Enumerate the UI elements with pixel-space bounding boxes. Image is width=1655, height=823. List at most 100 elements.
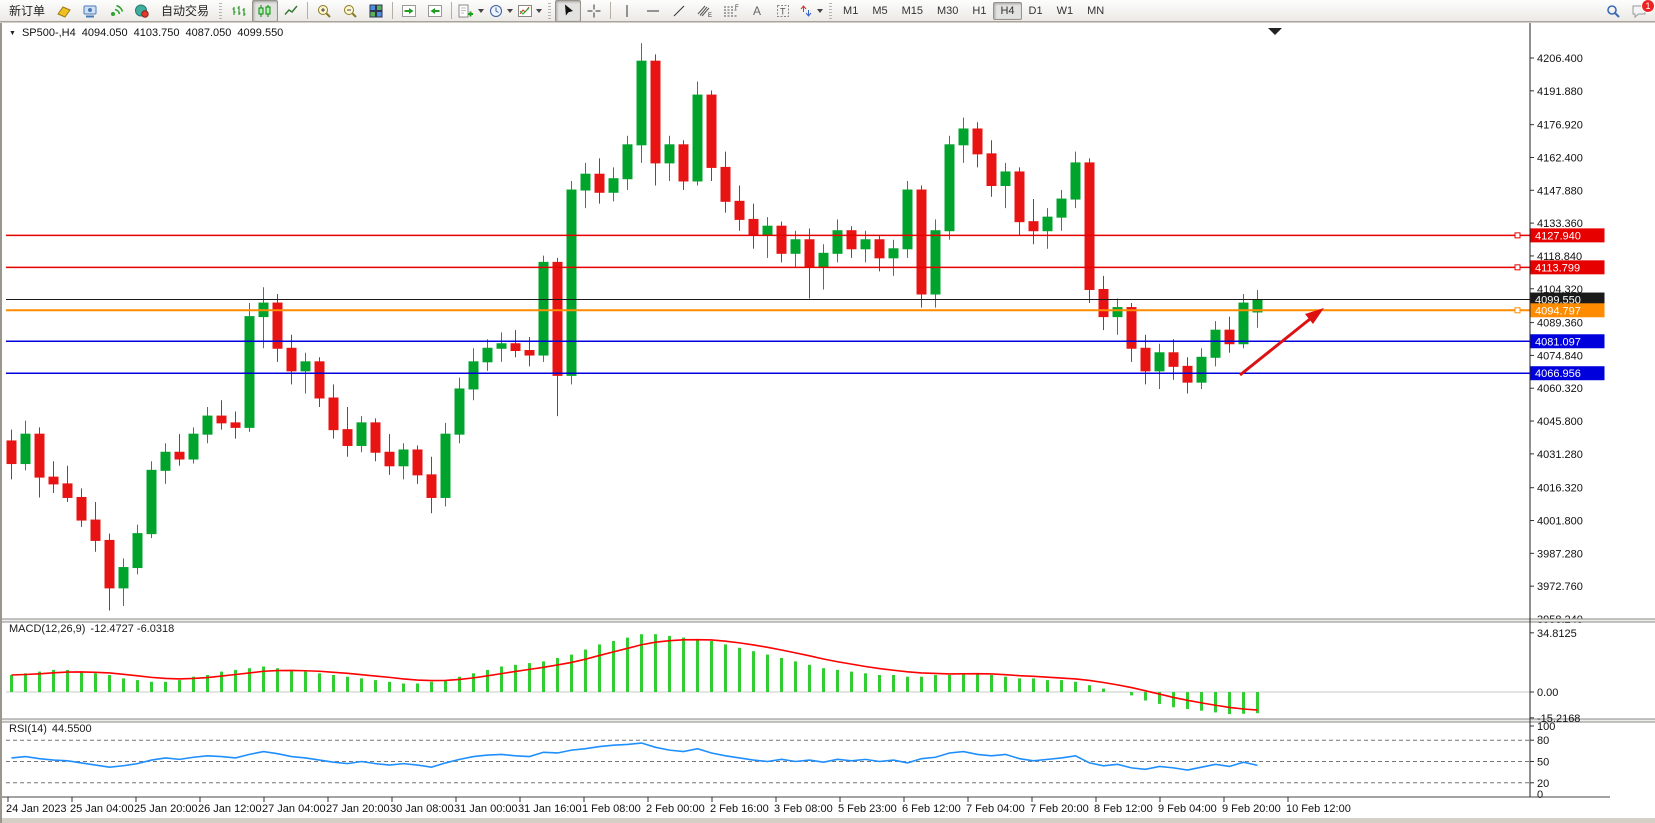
- time-axis-label: 9 Feb 20:00: [1222, 803, 1281, 815]
- candle-body: [104, 539, 115, 589]
- candle: [496, 332, 507, 362]
- new-order-button[interactable]: 新订单: [3, 1, 51, 21]
- auto-trading-label[interactable]: 自动交易: [161, 4, 210, 18]
- candle-body: [1140, 347, 1151, 372]
- candle: [944, 135, 955, 240]
- toolbar-drag-handle[interactable]: [829, 2, 833, 19]
- chart-window: ▼ SP500-,H4 4094.050 4103.750 4087.050 4…: [0, 23, 1655, 823]
- svg-text:F: F: [735, 5, 739, 11]
- macd-signal-line: [11, 638, 1258, 711]
- timeframe-h1[interactable]: H1: [972, 4, 987, 17]
- toolbar-drag-handle[interactable]: [548, 2, 552, 19]
- text-button[interactable]: A: [744, 0, 770, 22]
- candle-body: [370, 422, 381, 453]
- timeframe-m5[interactable]: M5: [872, 4, 888, 17]
- periods-button[interactable]: [486, 0, 515, 22]
- candle: [846, 226, 857, 258]
- chart-shift-button[interactable]: [422, 0, 448, 22]
- signals-icon[interactable]: [103, 0, 129, 22]
- candle-body: [118, 567, 129, 589]
- rsi-name: RSI(14): [9, 723, 47, 735]
- chart-shift-marker[interactable]: [1268, 28, 1282, 35]
- candle-body: [230, 422, 241, 428]
- toolbar-drag-handle[interactable]: [219, 2, 223, 19]
- hline-handle[interactable]: [1514, 264, 1521, 271]
- fibonacci-button[interactable]: F: [718, 0, 744, 22]
- equidistant-channel-button[interactable]: E: [692, 0, 718, 22]
- crosshair-button[interactable]: [581, 0, 607, 22]
- pane-splitter[interactable]: [2, 719, 1655, 722]
- chart-canvas[interactable]: 4127.940 4113.799 4099.550 4094.797 4081.097…: [2, 23, 1655, 823]
- candlestick-chart-button[interactable]: [252, 0, 279, 22]
- zoom-in-button[interactable]: [311, 0, 337, 22]
- price-badge-label: 4094.797: [1535, 305, 1581, 317]
- candle: [832, 219, 843, 263]
- candle: [1084, 158, 1095, 304]
- candle: [384, 434, 395, 475]
- search-icon[interactable]: [1600, 0, 1626, 22]
- ohlc-low: 4087.050: [185, 27, 232, 39]
- candle-body: [1182, 365, 1193, 383]
- hline-handle[interactable]: [1514, 232, 1521, 239]
- timeframe-h4[interactable]: H4: [993, 1, 1022, 20]
- tile-windows-button[interactable]: [363, 0, 389, 22]
- y-axis-tick-label: 4133.360: [1537, 218, 1583, 230]
- candle: [776, 221, 787, 263]
- new-chart-button[interactable]: [455, 0, 486, 22]
- timeframe-mn[interactable]: MN: [1087, 4, 1105, 17]
- auto-trading-icon[interactable]: [129, 0, 155, 22]
- pane-splitter[interactable]: [2, 619, 1655, 622]
- candle-body: [468, 361, 479, 390]
- arrows-button[interactable]: [796, 0, 825, 22]
- candle: [636, 43, 647, 163]
- time-axis-label: 31 Jan 00:00: [454, 803, 518, 815]
- rsi-plot-area[interactable]: [2, 723, 1530, 797]
- auto-scroll-button[interactable]: [396, 0, 422, 22]
- notification-count-badge: 1: [1641, 0, 1655, 13]
- y-axis-tick-label: 4176.920: [1537, 120, 1583, 132]
- candle-body: [1028, 221, 1039, 232]
- price-badge: [1530, 292, 1605, 307]
- text-label-button[interactable]: T: [770, 0, 796, 22]
- y-axis-tick-label: 4104.320: [1537, 284, 1583, 296]
- candle: [1000, 162, 1011, 209]
- candle: [426, 456, 437, 514]
- bar-chart-button[interactable]: [226, 0, 252, 22]
- candle: [510, 330, 521, 358]
- line-chart-button[interactable]: [278, 0, 304, 22]
- trendline-button[interactable]: [666, 0, 692, 22]
- zoom-out-button[interactable]: [337, 0, 363, 22]
- notifications-button[interactable]: 1: [1626, 0, 1655, 22]
- candle-body: [1014, 171, 1025, 223]
- candle-body: [888, 248, 899, 259]
- indicators-button[interactable]: [515, 0, 544, 22]
- price-badge: [1530, 228, 1605, 243]
- hline-handle[interactable]: [1514, 307, 1521, 314]
- candle: [1126, 303, 1137, 362]
- candle-body: [874, 239, 885, 259]
- timeframe-d1[interactable]: D1: [1028, 4, 1043, 17]
- candle-body: [1238, 302, 1249, 345]
- orders-icon[interactable]: [51, 0, 77, 22]
- candle: [230, 411, 241, 439]
- candle: [930, 219, 941, 308]
- timeframe-m1[interactable]: M1: [843, 4, 859, 17]
- price-axis[interactable]: [1530, 23, 1655, 797]
- timeframe-m30[interactable]: M30: [937, 4, 959, 17]
- y-axis-tick-label: 4162.400: [1537, 152, 1583, 164]
- timeframe-w1[interactable]: W1: [1056, 4, 1074, 17]
- vertical-line-button[interactable]: [614, 0, 640, 22]
- candle-body: [566, 189, 577, 376]
- chart-expand-icon[interactable]: ▼: [9, 29, 16, 37]
- cursor-button[interactable]: [555, 0, 582, 22]
- candle-body: [426, 474, 437, 498]
- y-axis-tick-label: 4060.320: [1537, 383, 1583, 395]
- chart-title-bar: ▼ SP500-,H4 4094.050 4103.750 4087.050 4…: [9, 27, 283, 39]
- timeframe-m15[interactable]: M15: [901, 4, 923, 17]
- terminal-icon[interactable]: [77, 0, 103, 22]
- trend-arrow-annotation[interactable]: [1239, 308, 1324, 377]
- candle-body: [720, 166, 731, 202]
- candle-body: [76, 496, 87, 521]
- horizontal-line-button[interactable]: [640, 0, 666, 22]
- price-badge: [1530, 303, 1605, 318]
